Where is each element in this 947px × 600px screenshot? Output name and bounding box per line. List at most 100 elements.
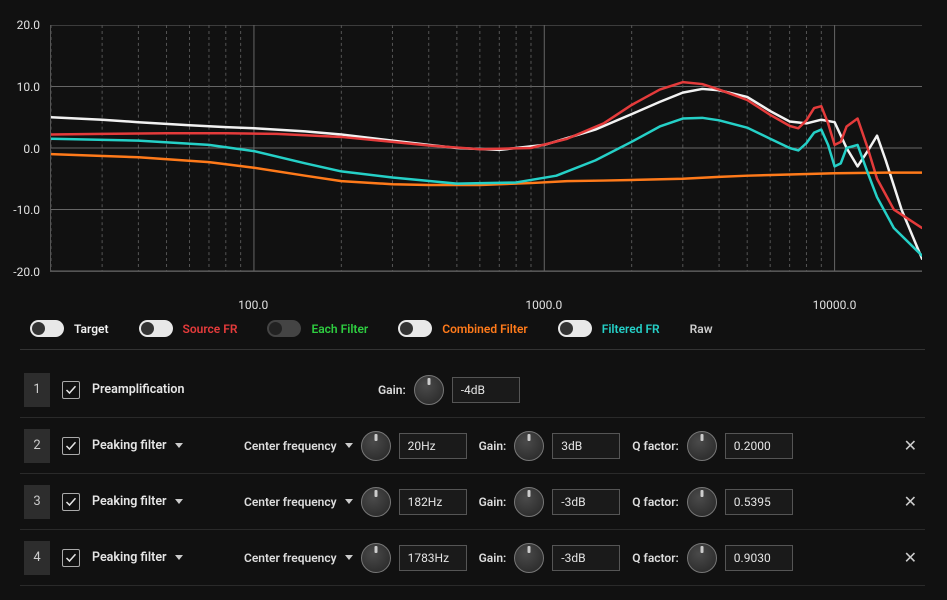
row-index: 4 (24, 541, 50, 575)
q-factor-group: Q factor: (632, 543, 793, 573)
y-axis-tick: 20.0 (0, 18, 40, 32)
q-factor-group: Q factor: (632, 431, 793, 461)
x-axis-tick: 1000.0 (525, 298, 562, 312)
legend-label: Each Filter (311, 322, 368, 336)
cf-knob[interactable] (361, 431, 391, 461)
y-axis-tick: -10.0 (0, 203, 40, 217)
gain-knob[interactable] (514, 543, 544, 573)
x-axis-tick: 10000.0 (813, 298, 857, 312)
cf-input[interactable] (399, 433, 467, 459)
legend-item: Raw (690, 322, 713, 336)
filter-row: 1 Preamplification Gain: (20, 362, 925, 418)
lines-svg (51, 25, 922, 271)
row-index: 1 (24, 373, 50, 407)
q-knob[interactable] (687, 543, 717, 573)
legend-toggle[interactable] (139, 320, 173, 337)
plot-region (50, 25, 922, 272)
q-knob[interactable] (687, 431, 717, 461)
legend-toggle[interactable] (267, 320, 301, 337)
cf-label: Center frequency (244, 551, 337, 565)
legend-label: Combined Filter (442, 322, 527, 336)
legend-label: Target (74, 322, 109, 336)
gain-group: Gain: (479, 543, 621, 573)
chevron-down-icon[interactable] (175, 555, 183, 560)
gain-knob[interactable] (414, 375, 444, 405)
legend-item: Target (30, 320, 109, 337)
gain-label: Gain: (479, 495, 507, 509)
q-label: Q factor: (632, 495, 679, 509)
filter-row: 4 Peaking filter Center frequency Gain: Q fa… (20, 530, 925, 586)
q-factor-group: Q factor: (632, 487, 793, 517)
gain-label: Gain: (479, 551, 507, 565)
legend-label: Source FR (183, 322, 238, 336)
gain-input[interactable] (552, 433, 620, 459)
remove-filter-button[interactable]: ✕ (900, 544, 921, 571)
legend-item: Source FR (139, 320, 238, 337)
filter-type[interactable]: Peaking filter (92, 438, 232, 453)
x-axis-tick: 100.0 (238, 298, 268, 312)
filters-list: 1 Preamplification Gain: 2 Peaking filter Cen… (20, 362, 925, 586)
y-axis-tick: -20.0 (0, 265, 40, 279)
filter-type-label: Peaking filter (92, 494, 167, 509)
legend-item: Combined Filter (398, 320, 527, 337)
filter-type[interactable]: Peaking filter (92, 494, 232, 509)
center-frequency-group: Center frequency (244, 543, 467, 573)
row-index: 3 (24, 485, 50, 519)
filter-type-label: Peaking filter (92, 438, 167, 453)
cf-label: Center frequency (244, 495, 337, 509)
chevron-down-icon[interactable] (175, 499, 183, 504)
gain-knob[interactable] (514, 431, 544, 461)
legend-toggle[interactable] (30, 320, 64, 337)
filter-row: 2 Peaking filter Center frequency Gain: Q fa… (20, 418, 925, 474)
gain-input[interactable] (552, 489, 620, 515)
filter-row: 3 Peaking filter Center frequency Gain: Q fa… (20, 474, 925, 530)
chevron-down-icon[interactable] (345, 555, 353, 560)
q-label: Q factor: (632, 551, 679, 565)
q-input[interactable] (725, 545, 793, 571)
cf-label: Center frequency (244, 439, 337, 453)
filter-type[interactable]: Peaking filter (92, 550, 232, 565)
gain-knob[interactable] (514, 487, 544, 517)
chevron-down-icon[interactable] (345, 499, 353, 504)
eq-panel: 20.010.00.0-10.0-20.0100.01000.010000.0 … (0, 0, 947, 600)
filter-type-label: Preamplification (92, 382, 184, 397)
legend-bar: Target Source FR Each Filter Combined Filte… (20, 320, 925, 350)
gain-group: Gain: (378, 375, 520, 405)
gain-group: Gain: (479, 487, 621, 517)
legend-label: Raw (690, 322, 713, 336)
legend-toggle[interactable] (398, 320, 432, 337)
cf-knob[interactable] (361, 487, 391, 517)
chevron-down-icon[interactable] (175, 443, 183, 448)
center-frequency-group: Center frequency (244, 431, 467, 461)
q-input[interactable] (725, 433, 793, 459)
center-frequency-group: Center frequency (244, 487, 467, 517)
q-knob[interactable] (687, 487, 717, 517)
gain-input[interactable] (552, 545, 620, 571)
q-input[interactable] (725, 489, 793, 515)
gain-input[interactable] (452, 377, 520, 403)
gain-label: Gain: (479, 439, 507, 453)
q-label: Q factor: (632, 439, 679, 453)
remove-filter-button[interactable]: ✕ (900, 488, 921, 515)
chevron-down-icon[interactable] (345, 443, 353, 448)
enable-checkbox[interactable] (62, 381, 80, 399)
filter-type: Preamplification (92, 382, 232, 397)
remove-filter-button[interactable]: ✕ (900, 432, 921, 459)
gain-group: Gain: (479, 431, 621, 461)
legend-item: Filtered FR (558, 320, 660, 337)
enable-checkbox[interactable] (62, 437, 80, 455)
enable-checkbox[interactable] (62, 549, 80, 567)
row-index: 2 (24, 429, 50, 463)
cf-knob[interactable] (361, 543, 391, 573)
filter-type-label: Peaking filter (92, 550, 167, 565)
cf-input[interactable] (399, 489, 467, 515)
frequency-response-chart: 20.010.00.0-10.0-20.0100.01000.010000.0 (20, 25, 925, 290)
y-axis-tick: 10.0 (0, 80, 40, 94)
y-axis-tick: 0.0 (0, 142, 40, 156)
legend-item: Each Filter (267, 320, 368, 337)
legend-toggle[interactable] (558, 320, 592, 337)
gain-label: Gain: (378, 383, 406, 397)
enable-checkbox[interactable] (62, 493, 80, 511)
legend-label: Filtered FR (602, 322, 660, 336)
cf-input[interactable] (399, 545, 467, 571)
